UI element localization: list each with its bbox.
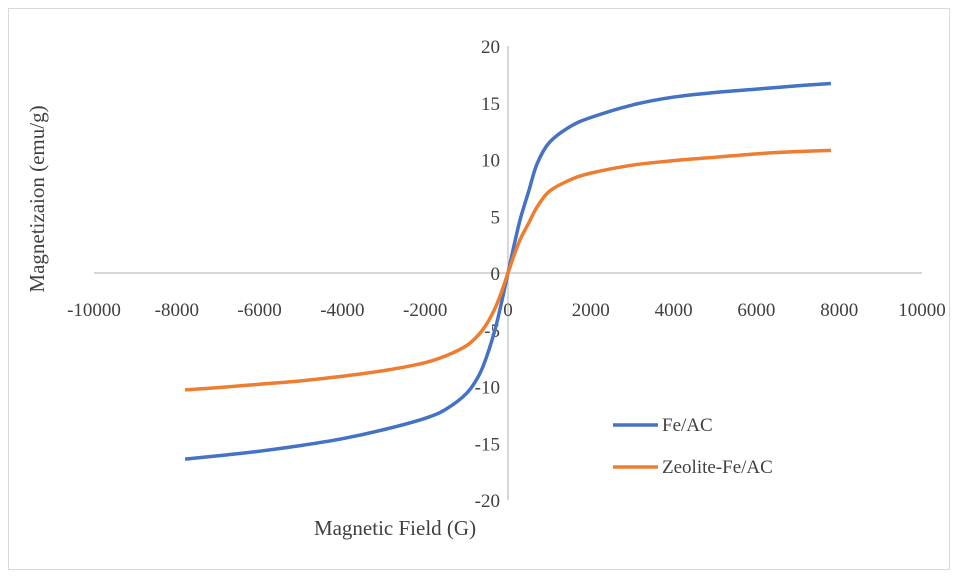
y-axis-title: Magnetizaion (emu/g) [25, 105, 49, 292]
legend-label-fe-ac: Fe/AC [662, 415, 713, 436]
x-tick-label: -10000 [67, 300, 121, 321]
y-tick-label: -20 [475, 491, 500, 512]
x-tick-labels: -10000 -8000 -6000 -4000 -2000 0 2000 4000 6000 8… [67, 300, 946, 321]
legend-label-zeolite-fe-ac: Zeolite-Fe/AC [662, 457, 773, 478]
x-tick-label: 2000 [572, 300, 610, 321]
y-tick-label: 20 [481, 37, 500, 58]
x-tick-label: -2000 [403, 300, 447, 321]
x-tick-label: 4000 [655, 300, 693, 321]
y-tick-label: 5 [491, 207, 501, 228]
x-tick-label: -4000 [320, 300, 364, 321]
x-tick-label: 10000 [898, 300, 946, 321]
series-line-zeolite-fe-ac [184, 148, 831, 392]
y-tick-label: -15 [475, 434, 500, 455]
x-tick-label: 6000 [737, 300, 775, 321]
x-tick-label: 8000 [820, 300, 858, 321]
y-tick-label: 0 [491, 264, 501, 285]
legend: Fe/AC Zeolite-Fe/AC [613, 415, 773, 478]
y-tick-label: 10 [481, 151, 500, 172]
y-tick-label: -10 [475, 378, 500, 399]
chart-frame [8, 8, 950, 570]
x-tick-label: 0 [503, 300, 513, 321]
y-tick-label: 15 [481, 94, 500, 115]
series-lines [184, 81, 832, 461]
x-tick-label: -6000 [237, 300, 281, 321]
x-tick-label: -8000 [155, 300, 199, 321]
x-axis-title: Magnetic Field (G) [314, 516, 476, 540]
